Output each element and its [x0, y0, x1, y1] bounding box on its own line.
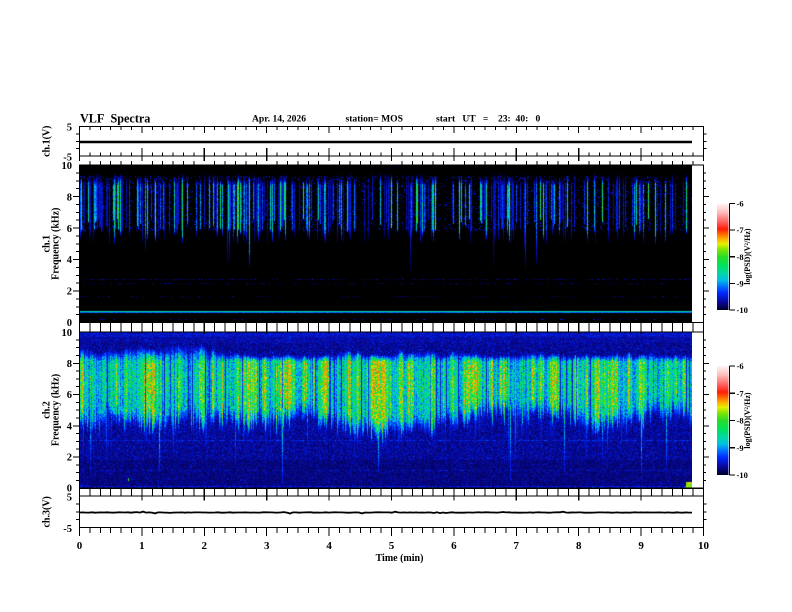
svg-text:-9: -9 — [737, 278, 744, 288]
svg-text:start UT = 23: 40: 0: start UT = 23: 40: 0 — [436, 114, 541, 125]
svg-text:0: 0 — [67, 318, 72, 329]
svg-text:8: 8 — [67, 192, 72, 203]
svg-text:Frequency (kHz): Frequency (kHz) — [51, 208, 62, 280]
svg-text:station= MOS: station= MOS — [346, 114, 403, 125]
svg-text:-6: -6 — [737, 361, 744, 371]
svg-text:8: 8 — [576, 540, 582, 552]
svg-text:-9: -9 — [737, 443, 744, 453]
svg-text:6: 6 — [67, 224, 72, 235]
svg-text:-7: -7 — [737, 388, 745, 398]
svg-text:log(PSD)(V²/Hz): log(PSD)(V²/Hz) — [743, 228, 752, 285]
svg-text:6: 6 — [67, 390, 72, 401]
svg-text:ch.3(V): ch.3(V) — [42, 496, 53, 527]
svg-text:ch.2: ch.2 — [42, 401, 53, 419]
svg-text:10: 10 — [62, 328, 73, 339]
svg-text:Apr. 14, 2026: Apr. 14, 2026 — [252, 114, 306, 125]
svg-text:-8: -8 — [737, 252, 744, 262]
svg-text:2: 2 — [202, 540, 208, 552]
svg-text:log(PSD)(V²/Hz): log(PSD)(V²/Hz) — [743, 392, 752, 449]
svg-text:4: 4 — [67, 421, 73, 432]
svg-text:4: 4 — [326, 540, 332, 552]
svg-text:-5: -5 — [63, 153, 72, 164]
svg-text:-10: -10 — [737, 305, 748, 315]
svg-text:3: 3 — [264, 540, 270, 552]
svg-text:6: 6 — [451, 540, 457, 552]
svg-text:5: 5 — [67, 493, 72, 504]
svg-text:1: 1 — [139, 540, 145, 552]
svg-text:-6: -6 — [737, 199, 744, 209]
svg-text:0: 0 — [77, 540, 83, 552]
svg-text:5: 5 — [67, 123, 72, 134]
svg-text:-5: -5 — [63, 524, 72, 535]
svg-text:ch.1(V): ch.1(V) — [42, 126, 53, 157]
svg-text:10: 10 — [698, 540, 710, 552]
svg-text:9: 9 — [638, 540, 644, 552]
svg-text:0: 0 — [67, 484, 72, 495]
svg-text:-10: -10 — [737, 470, 748, 480]
svg-text:VLF Spectra: VLF Spectra — [80, 112, 150, 126]
svg-text:2: 2 — [67, 287, 72, 298]
svg-text:2: 2 — [67, 452, 72, 463]
svg-text:10: 10 — [62, 161, 73, 172]
svg-text:7: 7 — [514, 540, 520, 552]
svg-text:ch.1: ch.1 — [42, 235, 53, 253]
svg-text:8: 8 — [67, 359, 72, 370]
svg-text:-7: -7 — [737, 225, 745, 235]
svg-text:5: 5 — [389, 540, 395, 552]
svg-text:Frequency (kHz): Frequency (kHz) — [51, 374, 62, 446]
svg-text:-8: -8 — [737, 416, 744, 426]
svg-text:4: 4 — [67, 255, 73, 266]
svg-text:Time (min): Time (min) — [376, 553, 424, 564]
